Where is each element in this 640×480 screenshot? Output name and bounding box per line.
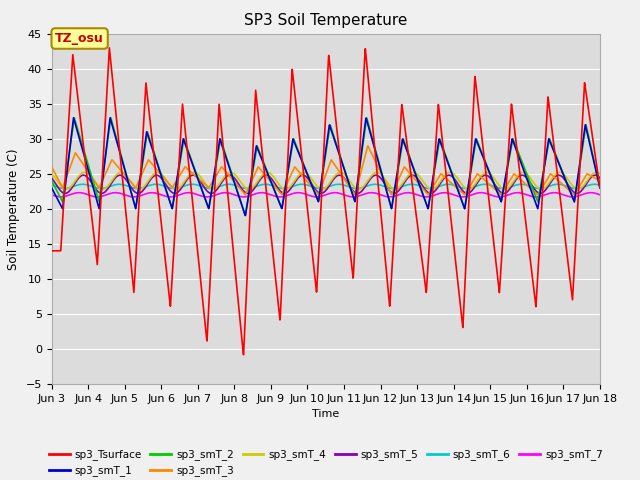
sp3_smT_4 <box>596 171 604 177</box>
sp3_smT_1 <box>48 185 56 191</box>
sp3_smT_6 <box>596 182 604 188</box>
sp3_smT_4 <box>527 175 534 181</box>
sp3_smT_5 <box>48 175 56 181</box>
Line: sp3_smT_3: sp3_smT_3 <box>52 146 600 195</box>
sp3_smT_2 <box>586 138 593 144</box>
sp3_smT_6 <box>48 182 56 188</box>
sp3_smT_6 <box>143 183 150 189</box>
sp3_smT_3 <box>527 185 534 191</box>
sp3_smT_1 <box>259 157 266 163</box>
sp3_smT_6 <box>591 181 598 187</box>
sp3_Tsurface <box>259 150 266 156</box>
sp3_Tsurface <box>586 114 593 120</box>
sp3_Tsurface <box>239 352 247 358</box>
sp3_smT_7 <box>48 192 56 198</box>
sp3_Tsurface <box>527 258 534 264</box>
sp3_smT_5 <box>111 176 118 182</box>
sp3_smT_5 <box>596 175 604 181</box>
sp3_smT_1 <box>282 180 290 185</box>
sp3_smT_5 <box>61 191 69 196</box>
sp3_smT_3 <box>364 143 372 149</box>
sp3_smT_7 <box>527 193 534 199</box>
Line: sp3_smT_5: sp3_smT_5 <box>52 175 600 193</box>
sp3_Tsurface <box>143 88 150 94</box>
sp3_smT_7 <box>111 190 118 196</box>
sp3_smT_6 <box>258 182 266 188</box>
sp3_smT_6 <box>111 182 118 188</box>
sp3_smT_4 <box>586 175 593 180</box>
sp3_smT_3 <box>586 172 593 178</box>
Text: TZ_osu: TZ_osu <box>55 32 104 45</box>
sp3_smT_2 <box>111 128 118 133</box>
Line: sp3_smT_7: sp3_smT_7 <box>52 192 600 197</box>
sp3_smT_4 <box>62 186 70 192</box>
sp3_smT_5 <box>527 180 534 186</box>
sp3_smT_3 <box>143 161 150 167</box>
sp3_smT_4 <box>111 175 118 180</box>
sp3_smT_6 <box>61 186 68 192</box>
sp3_Tsurface <box>111 95 118 100</box>
Line: sp3_smT_2: sp3_smT_2 <box>52 118 600 216</box>
sp3_smT_3 <box>282 184 289 190</box>
sp3_smT_7 <box>143 191 150 196</box>
sp3_smT_3 <box>110 159 118 165</box>
Line: sp3_smT_4: sp3_smT_4 <box>52 172 600 189</box>
sp3_smT_5 <box>282 190 290 196</box>
sp3_smT_4 <box>48 171 56 177</box>
Title: SP3 Soil Temperature: SP3 Soil Temperature <box>244 13 408 28</box>
sp3_smT_4 <box>282 186 290 192</box>
sp3_smT_5 <box>143 182 150 188</box>
sp3_smT_2 <box>48 178 56 184</box>
sp3_smT_2 <box>70 115 78 120</box>
sp3_smT_7 <box>587 190 595 195</box>
sp3_Tsurface <box>48 248 56 254</box>
sp3_smT_2 <box>241 213 249 218</box>
sp3_smT_1 <box>527 186 534 192</box>
sp3_smT_6 <box>527 183 534 189</box>
sp3_smT_1 <box>111 130 118 136</box>
sp3_smT_3 <box>570 192 578 198</box>
sp3_smT_2 <box>259 156 266 162</box>
sp3_smT_1 <box>70 115 77 120</box>
Line: sp3_smT_6: sp3_smT_6 <box>52 184 600 189</box>
sp3_smT_3 <box>596 178 604 184</box>
sp3_smT_1 <box>241 213 249 218</box>
Legend: sp3_Tsurface, sp3_smT_1, sp3_smT_2, sp3_smT_3, sp3_smT_4, sp3_smT_5, sp3_smT_6, : sp3_Tsurface, sp3_smT_1, sp3_smT_2, sp3_… <box>45 445 607 480</box>
sp3_smT_7 <box>282 193 290 199</box>
sp3_Tsurface <box>106 45 113 51</box>
Line: sp3_smT_1: sp3_smT_1 <box>52 118 600 216</box>
sp3_smT_2 <box>143 132 150 138</box>
sp3_smT_4 <box>258 173 266 179</box>
sp3_Tsurface <box>596 185 604 191</box>
sp3_smT_5 <box>586 177 593 182</box>
sp3_smT_7 <box>586 190 593 196</box>
sp3_smT_1 <box>143 130 150 135</box>
X-axis label: Time: Time <box>312 409 339 419</box>
sp3_smT_3 <box>48 164 56 169</box>
sp3_smT_2 <box>596 185 604 191</box>
sp3_smT_1 <box>596 185 604 191</box>
Line: sp3_Tsurface: sp3_Tsurface <box>52 48 600 355</box>
sp3_smT_7 <box>258 190 266 195</box>
sp3_smT_2 <box>282 181 290 187</box>
sp3_smT_1 <box>586 140 593 146</box>
sp3_Tsurface <box>282 194 290 200</box>
sp3_smT_7 <box>596 192 604 198</box>
sp3_smT_6 <box>282 185 290 191</box>
sp3_smT_2 <box>527 180 534 186</box>
Y-axis label: Soil Temperature (C): Soil Temperature (C) <box>7 148 20 270</box>
sp3_smT_6 <box>586 182 593 188</box>
sp3_smT_5 <box>258 175 266 180</box>
sp3_smT_7 <box>57 194 65 200</box>
sp3_smT_5 <box>591 172 599 178</box>
sp3_smT_3 <box>258 168 266 174</box>
sp3_smT_4 <box>593 169 600 175</box>
sp3_smT_4 <box>143 180 150 186</box>
